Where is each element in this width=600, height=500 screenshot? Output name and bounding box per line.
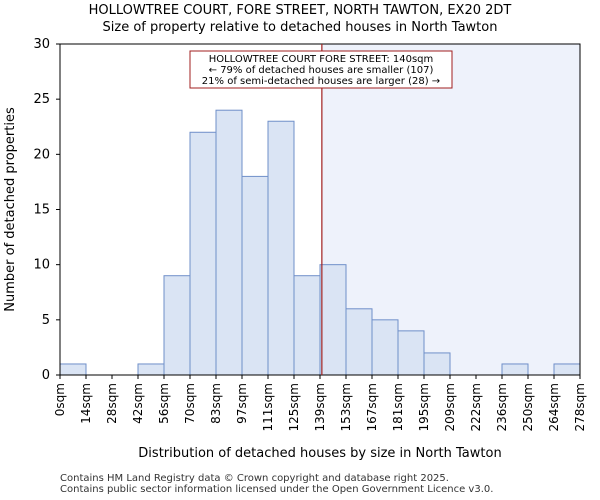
histogram-bar [267,120,295,376]
x-tick-label: 97sqm [235,383,249,424]
histogram-bar [553,363,581,376]
y-tick-label: 10 [33,258,50,273]
x-tick-label: 70sqm [183,383,197,424]
x-tick-label: 28sqm [105,383,119,424]
annotation-line: ← 79% of detached houses are smaller (10… [209,65,434,76]
annotation-box [189,50,453,89]
histogram-bar [319,264,347,376]
x-tick-label: 83sqm [209,383,223,424]
x-tick-label: 139sqm [313,383,327,431]
histogram-bar [397,330,425,376]
chart-title: HOLLOWTREE COURT, FORE STREET, NORTH TAW… [88,3,512,18]
x-axis-title: Distribution of detached houses by size … [138,446,501,461]
x-tick-label: 250sqm [521,383,535,431]
x-tick-label: 0sqm [53,383,67,416]
x-tick-label: 264sqm [547,383,561,431]
histogram-bar [241,175,269,376]
x-tick-label: 195sqm [417,383,431,431]
x-tick-label: 167sqm [365,383,379,431]
chart-subtitle: Size of property relative to detached ho… [102,20,498,35]
footer-line-2: Contains public sector information licen… [60,484,494,495]
x-tick-label: 222sqm [469,383,483,431]
histogram-bar [59,363,87,376]
footer-line-1: Contains HM Land Registry data © Crown c… [60,473,449,484]
histogram-bar [501,363,529,376]
y-tick-label: 25 [33,92,50,107]
x-tick-label: 209sqm [443,383,457,431]
y-tick-label: 5 [42,313,50,328]
x-tick-label: 153sqm [339,383,353,431]
y-axis-title: Number of detached properties [3,107,18,312]
x-tick-label: 111sqm [261,383,275,431]
x-tick-label: 236sqm [495,383,509,431]
histogram-bar [137,363,165,376]
annotation-line: HOLLOWTREE COURT FORE STREET: 140sqm [209,54,434,65]
histogram-bar [215,109,243,376]
y-tick-label: 30 [33,37,50,52]
x-tick-label: 42sqm [131,383,145,424]
histogram-bar [345,308,373,376]
histogram-chart: 0 5 10 15 20 25 30 0sqm 14sqm 28sqm 42sqm 56sqm 70sq… [3,37,587,461]
x-tick-label: 278sqm [573,383,587,431]
y-tick-label: 15 [33,203,50,218]
histogram-bar [189,131,217,376]
y-tick-label: 0 [42,368,50,383]
histogram-bar [423,352,451,376]
histogram-bar [371,319,399,376]
x-tick-label: 56sqm [157,383,171,424]
histogram-bar [293,275,321,376]
y-tick-label: 20 [33,147,50,162]
histogram-bar [163,275,191,376]
x-tick-label: 14sqm [79,383,93,424]
annotation-line: 21% of semi-detached houses are larger (… [202,76,440,87]
x-tick-label: 181sqm [391,383,405,431]
x-tick-label: 125sqm [287,383,301,431]
